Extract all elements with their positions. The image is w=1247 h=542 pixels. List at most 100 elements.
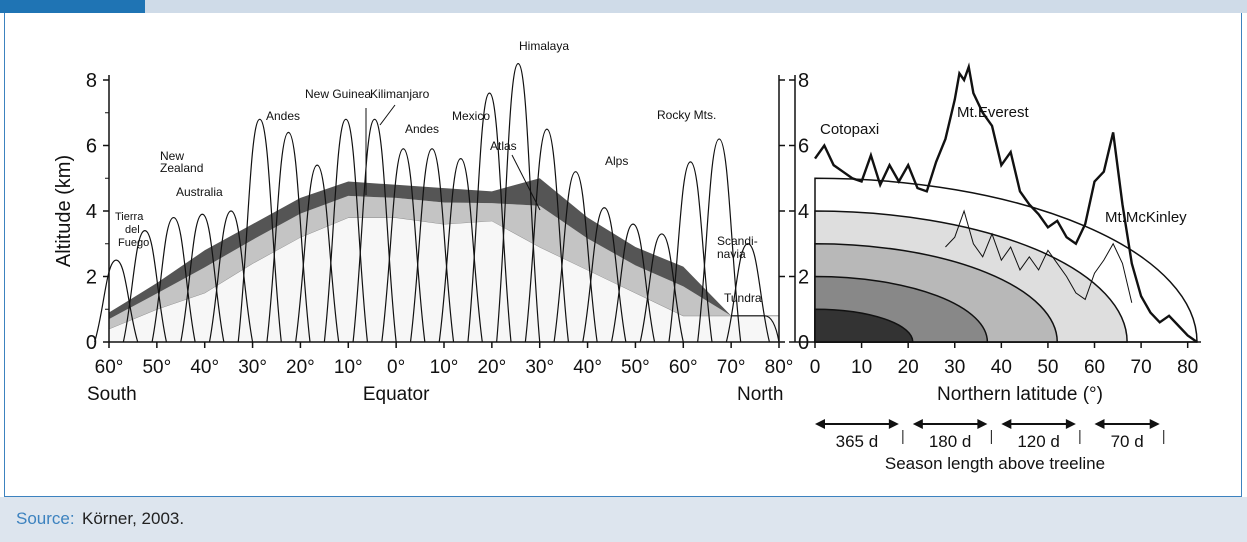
annotation-label: Himalaya [519,39,569,53]
season-title: Season length above treeline [885,454,1105,473]
x-tick-label: 80° [765,357,794,378]
x-tick-label: 40° [573,357,602,378]
x-axis-title: Northern latitude (°) [937,384,1103,405]
x-tick-label: 10° [430,357,459,378]
x-tick-label: 40° [190,357,219,378]
annotation-label: Rocky Mts. [657,108,716,122]
source-text: Körner, 2003. [82,509,185,528]
mountain-peak [582,207,627,343]
annotation-label: Cotopaxi [820,121,879,138]
annotation-label: Alps [605,154,628,168]
region-label-north: North [737,384,783,405]
x-tick-label: 30° [238,357,267,378]
x-tick-label: 50° [621,357,650,378]
y-tick-label: 2 [798,267,809,289]
source-bar: Source: Körner, 2003. [0,497,1247,542]
annotation-leader [379,104,396,126]
x-tick-label: 30 [944,357,965,378]
treeline-line [945,209,1133,303]
mountain-peak [697,138,742,343]
x-tick-label: 70 [1131,357,1152,378]
y-tick-label: 0 [798,332,809,354]
mountain-peak [208,210,254,343]
source-label: Source: [16,509,75,528]
annotation-label: navia [717,247,746,261]
mountain-peak [266,131,311,343]
x-tick-label: 20° [286,357,315,378]
x-tick-label: 20 [898,357,919,378]
mountain-peak [524,128,570,343]
mountain-peak [295,164,340,343]
season-length-label: 70 d [1111,432,1144,451]
mountain-peak [496,63,541,343]
region-label-equator: Equator [363,384,430,405]
season-length-label: 365 d [836,432,879,451]
annotation-label: del [125,224,140,236]
arrow-head [815,419,825,429]
arrow-head [888,419,899,429]
season-zone [814,308,914,343]
x-tick-label: 0 [810,357,821,378]
y-tick-label: 8 [86,70,97,92]
mountain-peak [553,171,598,343]
left-chart: 0 2 4 6 8 60° 50° 40° 30° 20° 10° 0° 10° 20° 30° 40° 50°… [53,39,793,405]
annotation-label: Mexico [452,109,490,123]
y-axis-title: Altitude (km) [53,155,75,267]
y-tick-label: 4 [86,201,97,223]
annotation-label: Andes [266,109,300,123]
arrow-head [912,419,923,429]
mountain-peak [122,230,168,343]
annotation-label: Atlas [490,139,517,153]
annotation-label: Andes [405,122,439,136]
x-tick-label: 60° [95,357,124,378]
arrow-head [1001,419,1012,429]
annotation-label: Fuego [118,237,149,249]
x-tick-label: 40 [991,357,1012,378]
top-bar [0,0,1247,13]
figure-svg: 0 2 4 6 8 60° 50° 40° 30° 20° 10° 0° 10° 20° 30° 40° 50°… [53,39,1201,473]
x-tick-label: 20° [477,357,506,378]
annotation-label: Australia [176,185,223,199]
mountain-peak [639,233,684,343]
annotation-label: Tundra [724,291,762,305]
top-bar-accent [0,0,145,13]
treeline-band-dark [109,178,779,320]
y-tick-label: 6 [86,136,97,158]
annotation-label: New [160,149,184,163]
annotation-label: Kilimanjaro [370,87,430,101]
mountain-peak [725,243,771,343]
annotation-label: Mt.McKinley [1105,209,1187,226]
x-tick-label: 60 [1084,357,1105,378]
mountain-peak [352,118,397,343]
mountain-peak [438,157,483,343]
x-tick-label: 10 [851,357,872,378]
annotation-label: New Guinea [305,87,371,101]
annotation-label: Zealand [160,161,203,175]
annotation-label: Scandi- [717,234,758,248]
annotation-label: Mt.Everest [957,104,1030,121]
x-tick-label: 0° [387,357,405,378]
x-tick-label: 60° [669,357,698,378]
season-length-label: 120 d [1017,432,1060,451]
season-length-label: 180 d [929,432,972,451]
x-tick-label: 50° [142,357,171,378]
x-tick-label: 50 [1037,357,1058,378]
annotation-label: Tierra [115,211,144,223]
y-tick-label: 2 [86,267,97,289]
summit-line [814,62,1198,343]
mountain-peak [94,259,139,343]
x-tick-label: 30° [525,357,554,378]
region-label-south: South [87,384,137,405]
arrow-head [1094,419,1105,429]
x-tick-label: 10° [334,357,363,378]
y-tick-label: 4 [798,201,809,223]
x-tick-label: 70° [717,357,746,378]
arrow-head [1065,419,1076,429]
annotation-leader [511,154,541,211]
y-tick-label: 6 [798,136,809,158]
y-tick-label: 0 [86,332,97,354]
y-tick-label: 8 [798,70,809,92]
arrow-head [1149,419,1160,429]
x-tick-label: 80 [1177,357,1198,378]
